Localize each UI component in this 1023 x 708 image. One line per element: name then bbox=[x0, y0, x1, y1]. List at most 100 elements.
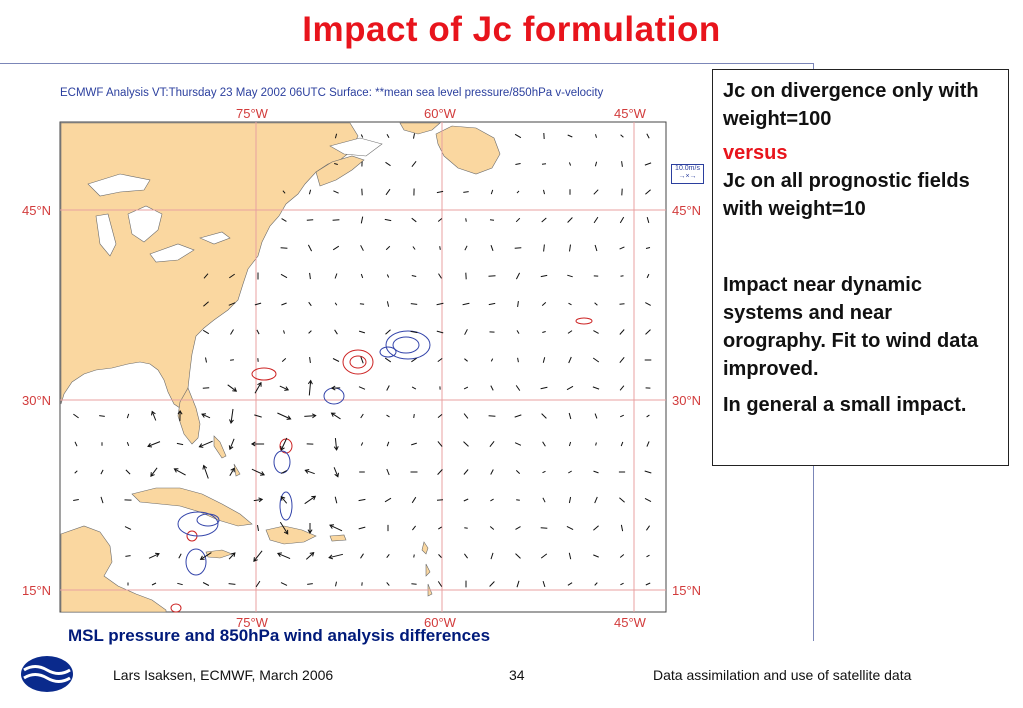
lat-label-left-15n: 15°N bbox=[22, 583, 52, 598]
wind-vector bbox=[205, 357, 207, 363]
wind-vector bbox=[359, 303, 365, 305]
wind-vector bbox=[619, 497, 625, 503]
wind-vector bbox=[490, 498, 494, 502]
wind-vector bbox=[438, 273, 442, 279]
wind-vector bbox=[567, 134, 573, 138]
wind-vector bbox=[514, 442, 522, 446]
wind-vector bbox=[334, 438, 338, 450]
wind-vector bbox=[386, 414, 390, 418]
wind-vector bbox=[253, 498, 263, 502]
wind-vector bbox=[385, 188, 391, 196]
footer-topic: Data assimilation and use of satellite d… bbox=[653, 667, 912, 683]
map-figure: ECMWF Analysis VT:Thursday 23 May 2002 0… bbox=[0, 63, 814, 641]
wind-vector bbox=[594, 582, 598, 586]
wind-vector bbox=[594, 244, 598, 252]
wind-vector bbox=[254, 382, 262, 394]
wind-vector bbox=[620, 582, 624, 586]
wind-vector bbox=[411, 275, 417, 277]
footer-author: Lars Isaksen, ECMWF, March 2006 bbox=[113, 667, 334, 683]
ecmwf-logo bbox=[21, 656, 73, 692]
wind-vector bbox=[595, 442, 597, 446]
land-puerto-rico bbox=[329, 534, 347, 542]
wind-vector-head bbox=[257, 381, 262, 387]
wind-vector bbox=[645, 189, 651, 195]
wind-vector bbox=[514, 133, 522, 139]
wind-vector bbox=[646, 554, 650, 558]
wind-vector bbox=[308, 380, 312, 396]
wind-vector bbox=[464, 245, 468, 251]
wind-vector bbox=[280, 470, 288, 474]
wind-vector bbox=[384, 218, 392, 222]
wind-vector bbox=[358, 386, 366, 390]
wind-vector bbox=[566, 525, 574, 531]
wind-vector-head bbox=[202, 464, 208, 470]
wind-vector-head bbox=[311, 495, 317, 501]
wind-vector bbox=[568, 496, 572, 504]
wind-vector bbox=[99, 415, 105, 417]
wind-vector-head bbox=[333, 446, 339, 451]
land-jamaica bbox=[205, 549, 233, 559]
lat-label-right-30n: 30°N bbox=[672, 393, 702, 408]
wind-vector-head bbox=[329, 524, 335, 529]
wind-vector bbox=[328, 553, 344, 559]
wind-vector bbox=[568, 470, 572, 474]
wind-vector bbox=[516, 580, 520, 588]
wind-vector-head bbox=[230, 467, 235, 473]
wind-vector-head bbox=[328, 554, 334, 560]
wind-vector bbox=[541, 163, 547, 165]
wind-vector bbox=[257, 525, 259, 531]
wind-vector bbox=[385, 161, 391, 167]
experiment-a-text: Jc on divergence only with weight=100 bbox=[723, 80, 979, 130]
wind-vector bbox=[386, 385, 390, 391]
wind-vector bbox=[619, 385, 625, 391]
wind-vector bbox=[515, 272, 521, 280]
wind-vector bbox=[619, 246, 625, 250]
wind-vector bbox=[644, 470, 652, 474]
wind-vector bbox=[568, 356, 572, 364]
wind-vector bbox=[279, 385, 289, 391]
wind-vector bbox=[280, 247, 288, 249]
wind-vector bbox=[619, 414, 625, 418]
wind-vector bbox=[566, 385, 574, 391]
wind-vector bbox=[203, 273, 209, 279]
conclusion-text: In general a small impact. bbox=[723, 394, 967, 416]
wind-vector bbox=[515, 470, 521, 474]
wind-vector-head bbox=[307, 529, 313, 534]
wind-vector bbox=[412, 246, 416, 250]
wind-vector bbox=[74, 470, 78, 474]
wind-vector-head bbox=[280, 495, 286, 501]
wind-vector bbox=[437, 441, 443, 447]
wind-vector bbox=[515, 163, 521, 165]
wind-vector bbox=[304, 415, 316, 417]
wind-vector bbox=[384, 357, 392, 363]
wind-vector bbox=[515, 217, 521, 223]
wind-vector bbox=[202, 329, 210, 335]
wind-vector bbox=[334, 163, 338, 165]
wind-vector-head bbox=[201, 413, 207, 418]
wind-vector bbox=[464, 329, 468, 335]
wind-vector bbox=[384, 497, 392, 503]
wind-vector bbox=[125, 555, 131, 557]
wind-vector bbox=[229, 468, 235, 476]
wind-vector bbox=[277, 412, 291, 420]
wind-vector bbox=[151, 411, 157, 421]
wind-vector bbox=[438, 526, 442, 530]
figure-caption: MSL pressure and 850hPa wind analysis di… bbox=[68, 626, 491, 645]
wind-vector bbox=[542, 357, 546, 363]
wind-vector bbox=[568, 302, 572, 306]
wind-vector bbox=[360, 134, 364, 138]
wind-vector bbox=[463, 413, 469, 419]
wind-vector bbox=[176, 442, 184, 446]
wind-vector bbox=[228, 552, 236, 560]
wind-vector bbox=[595, 134, 597, 138]
lon-label-bottom-75w: 75°W bbox=[236, 615, 268, 630]
wind-vector bbox=[594, 302, 598, 306]
wind-vector-head bbox=[228, 445, 234, 451]
land-nova-scotia bbox=[315, 155, 365, 187]
wind-vector bbox=[279, 521, 289, 535]
wind-vector bbox=[515, 526, 521, 530]
wind-vector bbox=[410, 330, 418, 334]
wind-vector bbox=[254, 414, 262, 418]
wind-vector bbox=[490, 469, 494, 475]
wind-vector bbox=[411, 217, 417, 223]
